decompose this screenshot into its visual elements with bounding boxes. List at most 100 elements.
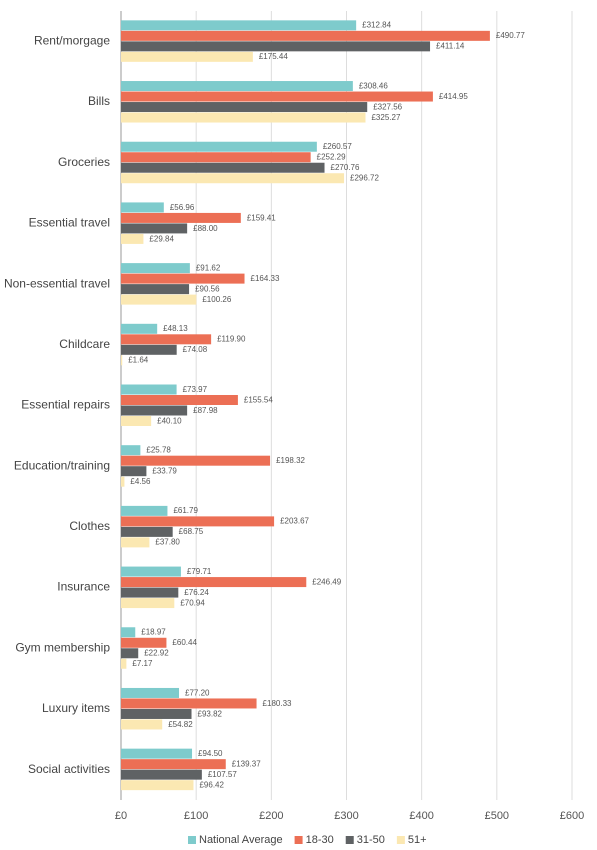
value-label: £33.79 — [152, 467, 177, 476]
bar — [121, 284, 190, 295]
value-label: £93.82 — [198, 709, 223, 718]
value-label: £48.13 — [163, 324, 188, 333]
x-tick-label: £0 — [115, 810, 127, 822]
bar — [121, 466, 147, 477]
value-label: £327.56 — [373, 102, 402, 111]
bar — [121, 708, 192, 719]
x-tick-label: £500 — [485, 810, 509, 822]
bar — [121, 759, 226, 770]
value-label: £490.77 — [496, 31, 525, 40]
bar — [121, 212, 241, 223]
value-label: £91.62 — [196, 263, 221, 272]
bar — [121, 587, 179, 598]
bar — [121, 173, 345, 184]
bar — [121, 102, 368, 113]
category-label: Non-essential travel — [4, 276, 110, 290]
bar — [121, 537, 150, 548]
category-label: Clothes — [69, 519, 110, 533]
value-label: £79.71 — [187, 567, 212, 576]
bar — [121, 445, 141, 456]
value-label: £25.78 — [146, 446, 171, 455]
value-label: £312.84 — [362, 21, 391, 30]
value-label: £73.97 — [183, 385, 208, 394]
bar — [121, 627, 136, 638]
legend-swatch — [345, 836, 354, 844]
bar — [121, 719, 163, 730]
value-label: £308.46 — [359, 81, 388, 90]
value-label: £56.96 — [170, 203, 195, 212]
legend-label: 18-30 — [306, 834, 334, 846]
category-label: Essential travel — [29, 216, 110, 230]
bar — [121, 233, 144, 244]
category-label: Rent/morgage — [34, 34, 110, 48]
value-label: £88.00 — [193, 224, 218, 233]
bar — [121, 162, 325, 173]
value-label: £68.75 — [179, 527, 204, 536]
bar — [121, 416, 152, 426]
bar — [121, 698, 257, 709]
category-label: Insurance — [57, 580, 110, 594]
bar — [121, 577, 307, 588]
value-label: £76.24 — [184, 588, 209, 597]
value-label: £18.97 — [141, 628, 166, 637]
bar — [121, 81, 353, 92]
bar — [121, 516, 275, 527]
value-label: £54.82 — [168, 720, 193, 729]
bar — [121, 526, 173, 537]
value-label: £74.08 — [183, 345, 208, 354]
bar — [121, 405, 188, 416]
legend-label: 31-50 — [357, 834, 385, 846]
category-label: Groceries — [58, 155, 110, 169]
value-label: £270.76 — [331, 163, 360, 172]
value-label: £90.56 — [195, 284, 220, 293]
category-label: Education/training — [14, 458, 110, 472]
bar — [121, 30, 490, 41]
bar — [121, 91, 433, 102]
value-label: £1.64 — [128, 356, 149, 365]
bar — [121, 395, 238, 405]
x-tick-label: £300 — [334, 810, 358, 822]
value-label: £40.10 — [157, 416, 182, 425]
bar — [121, 748, 193, 759]
bar — [121, 223, 188, 234]
value-label: £325.27 — [371, 113, 400, 122]
value-label: £61.79 — [173, 506, 198, 515]
bar — [121, 384, 177, 395]
bar — [121, 637, 167, 648]
legend-label: National Average — [199, 834, 283, 846]
legend-swatch — [188, 836, 196, 844]
value-label: £159.41 — [247, 213, 276, 222]
value-label: £414.95 — [439, 92, 468, 101]
bar — [121, 141, 317, 152]
value-label: £119.90 — [217, 335, 246, 344]
bar — [121, 648, 139, 659]
bar — [121, 334, 212, 345]
bar — [121, 505, 168, 516]
category-label: Essential repairs — [21, 398, 110, 412]
legend-label: 51+ — [408, 834, 427, 846]
bar — [121, 476, 125, 487]
bar — [121, 769, 202, 780]
bar — [121, 20, 357, 31]
value-label: £7.17 — [132, 659, 153, 668]
value-label: £100.26 — [202, 295, 231, 304]
value-label: £70.94 — [180, 598, 205, 607]
value-label: £180.33 — [263, 699, 292, 708]
bar — [121, 41, 431, 52]
category-label: Luxury items — [42, 701, 110, 715]
value-label: £77.20 — [185, 688, 210, 697]
bar — [121, 355, 123, 366]
category-label: Social activities — [28, 762, 110, 776]
bar — [121, 294, 197, 305]
value-label: £94.50 — [198, 749, 223, 758]
category-label: Bills — [88, 94, 110, 108]
bar — [121, 112, 366, 123]
bar — [121, 273, 245, 284]
x-tick-label: £100 — [184, 810, 208, 822]
bar — [121, 202, 164, 213]
value-label: £87.98 — [193, 406, 218, 415]
legend-swatch — [294, 836, 303, 844]
value-label: £29.84 — [149, 234, 174, 243]
